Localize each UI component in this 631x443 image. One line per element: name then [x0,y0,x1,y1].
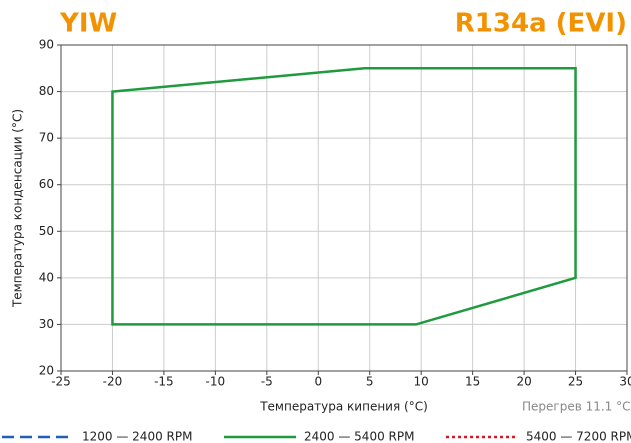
x-tick-label: 25 [568,375,583,389]
x-axis-label: Температура кипения (°C) [259,400,428,414]
chart-title-left: YIW [59,9,117,39]
x-tick-label: -15 [154,375,174,389]
y-tick-label: 30 [39,317,54,331]
y-tick-label: 80 [39,84,54,98]
annotation: Перегрев 11.1 °C [522,400,631,414]
x-tick-label: 10 [414,375,429,389]
x-tick-label: 30 [619,375,631,389]
x-tick-label: 20 [516,375,531,389]
x-tick-label: -20 [103,375,123,389]
x-tick-label: 0 [314,375,322,389]
y-tick-label: 60 [39,177,54,191]
y-tick-label: 40 [39,270,54,284]
y-tick-label: 70 [39,131,54,145]
chart-title-right: R134a (EVI) [455,9,627,39]
y-tick-label: 90 [39,38,54,52]
envelope-line [111,67,577,326]
legend-label: 1200 — 2400 RPM [82,430,192,443]
legend-label: 5400 — 7200 RPM [526,430,631,443]
y-tick-label: 20 [39,364,54,378]
x-tick-label: 5 [366,375,374,389]
y-axis-label: Температура конденсации (°C) [11,109,25,308]
legend-label: 2400 — 5400 RPM [304,430,414,443]
x-tick-label: -25 [51,375,71,389]
x-tick-label: -5 [261,375,273,389]
x-tick-label: 15 [465,375,480,389]
plot-frame [60,44,628,372]
y-tick-label: 50 [39,224,54,238]
x-tick-label: -10 [206,375,226,389]
